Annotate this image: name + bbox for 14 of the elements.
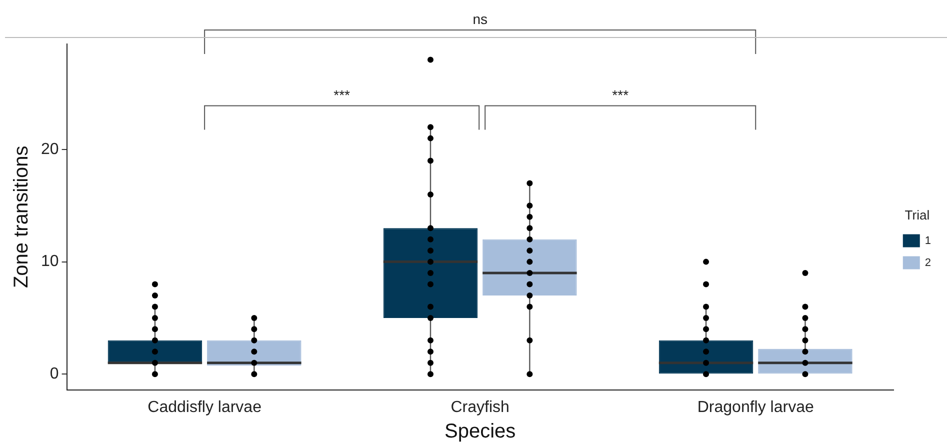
legend-label: 1 [924,234,932,247]
y-axis-title: Zone transitions [10,146,33,288]
legend-label: 2 [924,256,932,269]
y-tick-label: 0 [50,365,59,382]
legend-title: Trial [904,207,930,222]
x-tick-label: Dragonfly larvae [697,398,814,416]
x-tick-label: Caddisfly larvae [148,398,262,416]
y-tick-label: 10 [41,253,59,270]
x-axis-title: Species [444,420,516,443]
x-tick-label: Crayfish [450,398,510,416]
annotation: *** [334,86,351,103]
y-tick-label: 20 [41,140,59,158]
text: ns [472,11,488,27]
annotation: *** [612,86,630,103]
